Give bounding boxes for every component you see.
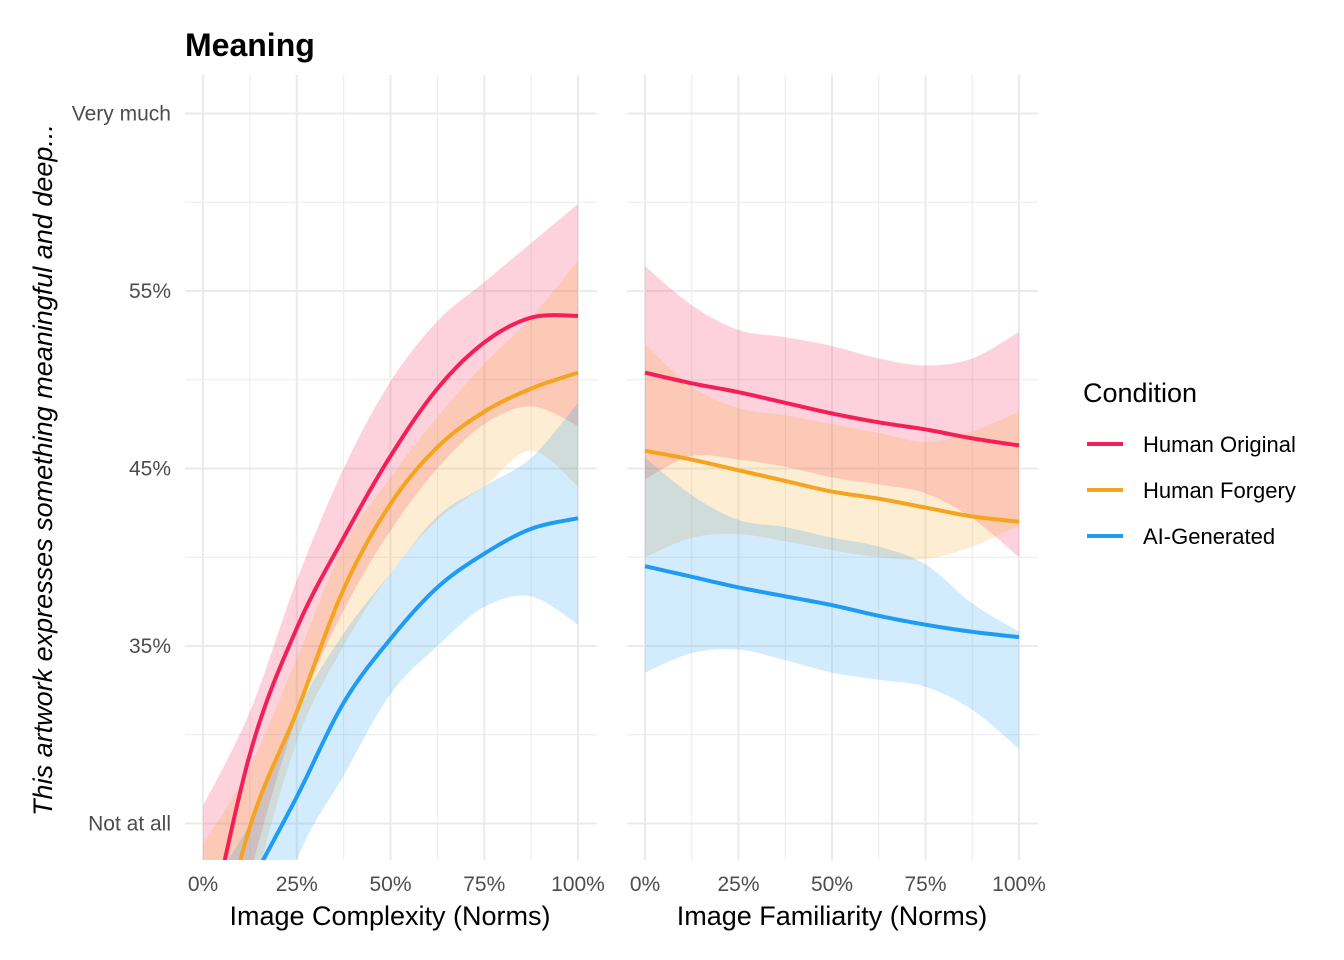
x-tick-label: 50% <box>369 873 411 896</box>
x-tick-label: 25% <box>276 873 318 896</box>
x-axis-label-right: Image Familiarity (Norms) <box>677 901 988 931</box>
x-tick-label: 100% <box>551 873 605 896</box>
line-group <box>644 370 1020 640</box>
series-line-human-forgery <box>644 448 1020 524</box>
legend-label: Human Forgery <box>1143 478 1296 503</box>
y-axis-label: This artwork expresses something meaning… <box>28 124 58 816</box>
chart-title: Meaning <box>185 27 315 63</box>
x-tick-label: 50% <box>811 873 853 896</box>
x-tick-label: 0% <box>188 873 218 896</box>
x-tick-label: 75% <box>904 873 946 896</box>
y-tick-label: 55% <box>129 280 171 303</box>
x-axis-label-left: Image Complexity (Norms) <box>229 901 550 931</box>
series-line-ai-generated <box>644 564 1020 640</box>
series-line-human-original <box>644 370 1020 448</box>
legend-title: Condition <box>1083 378 1197 408</box>
legend-label: Human Original <box>1143 432 1296 457</box>
y-tick-label: 45% <box>129 458 171 481</box>
legend-item: Human Original <box>1087 432 1296 457</box>
line-group <box>222 313 579 860</box>
x-tick-label: 75% <box>463 873 505 896</box>
legend-item: AI-Generated <box>1087 524 1275 549</box>
confidence-ribbon-ai-generated <box>227 402 578 860</box>
y-tick-label: 35% <box>129 635 171 658</box>
legend-item: Human Forgery <box>1087 478 1296 503</box>
legend: Condition Human Original Human Forgery AI-… <box>1083 378 1296 549</box>
y-tick-label: Very much <box>72 103 171 126</box>
y-tick-label: Not at all <box>88 813 171 836</box>
x-tick-label: 0% <box>630 873 660 896</box>
series-line-human-forgery <box>238 370 579 860</box>
confidence-ribbon-human-original <box>203 204 578 860</box>
x-tick-label: 100% <box>992 873 1046 896</box>
legend-label: AI-Generated <box>1143 524 1275 549</box>
series-line-human-original <box>222 313 579 860</box>
x-tick-label: 25% <box>717 873 759 896</box>
series-line-ai-generated <box>260 516 579 860</box>
